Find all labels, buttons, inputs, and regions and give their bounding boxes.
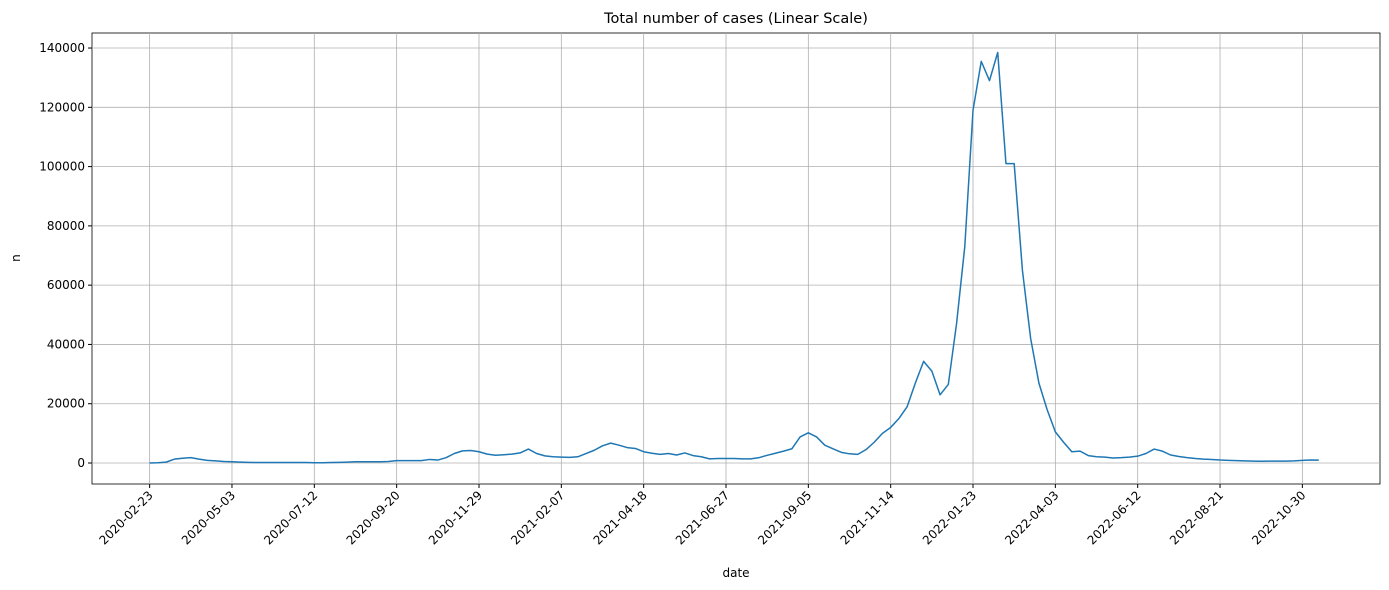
x-tick-label: 2020-07-12: [261, 488, 320, 547]
x-tick-label: 2022-04-03: [1002, 488, 1061, 547]
x-tick-label: 2021-06-27: [673, 488, 732, 547]
x-tick-label: 2021-02-07: [508, 488, 567, 547]
x-tick-label: 2020-05-03: [179, 488, 238, 547]
plot-frame: [91, 32, 1381, 485]
y-tick-label: 120000: [39, 100, 85, 114]
x-tick-label: 2022-10-30: [1249, 488, 1308, 547]
x-tick-label: 2021-11-14: [838, 488, 897, 547]
chart-title: Total number of cases (Linear Scale): [603, 11, 868, 27]
x-axis-label: date: [722, 566, 749, 580]
x-tick-label: 2020-09-20: [344, 488, 403, 547]
x-tick-label: 2022-01-23: [920, 488, 979, 547]
y-tick-label: 100000: [39, 160, 85, 174]
data-line: [149, 51, 1319, 464]
y-tick-label: 20000: [47, 397, 85, 411]
y-tick-label: 80000: [47, 219, 85, 233]
x-tick-label: 2021-04-18: [591, 488, 650, 547]
x-tick-label: 2020-11-29: [426, 488, 485, 547]
y-axis-label: n: [9, 254, 23, 262]
y-tick-label: 0: [77, 456, 85, 470]
x-tick-label: 2022-08-21: [1167, 488, 1226, 547]
x-tick-label: 2021-09-05: [755, 488, 814, 547]
y-tick-label: 60000: [47, 278, 85, 292]
y-tick-label: 40000: [47, 337, 85, 351]
y-tick-label: 140000: [39, 41, 85, 55]
x-tick-label: 2022-06-12: [1085, 488, 1144, 547]
x-tick-label: 2020-02-23: [97, 488, 156, 547]
